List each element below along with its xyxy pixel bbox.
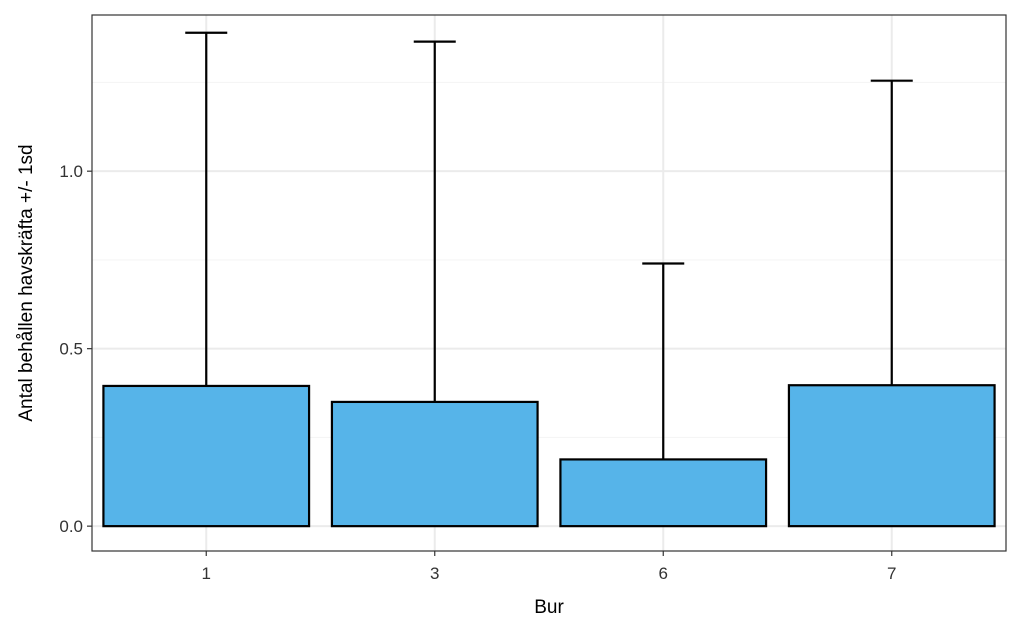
bar-1 xyxy=(102,384,311,528)
x-tick-label: 6 xyxy=(659,564,668,583)
axes: 0.0 0.5 1.0 1 3 6 7 xyxy=(59,162,896,583)
x-axis-title: Bur xyxy=(534,597,564,618)
y-tick-label: 1.0 xyxy=(59,162,83,181)
y-axis-title: Antal behållen havskräfta +/- 1sd xyxy=(16,144,37,421)
x-tick-label: 7 xyxy=(887,564,896,583)
bar-6 xyxy=(559,458,768,528)
error-bars xyxy=(185,31,913,460)
panel-border xyxy=(91,14,1007,552)
bars xyxy=(102,384,996,528)
x-tick-label: 3 xyxy=(430,564,439,583)
bar-7 xyxy=(787,384,996,528)
x-tick-label: 1 xyxy=(202,564,211,583)
bar-3 xyxy=(330,400,539,528)
y-tick-label: 0.5 xyxy=(59,340,83,359)
y-tick-label: 0.0 xyxy=(59,517,83,536)
